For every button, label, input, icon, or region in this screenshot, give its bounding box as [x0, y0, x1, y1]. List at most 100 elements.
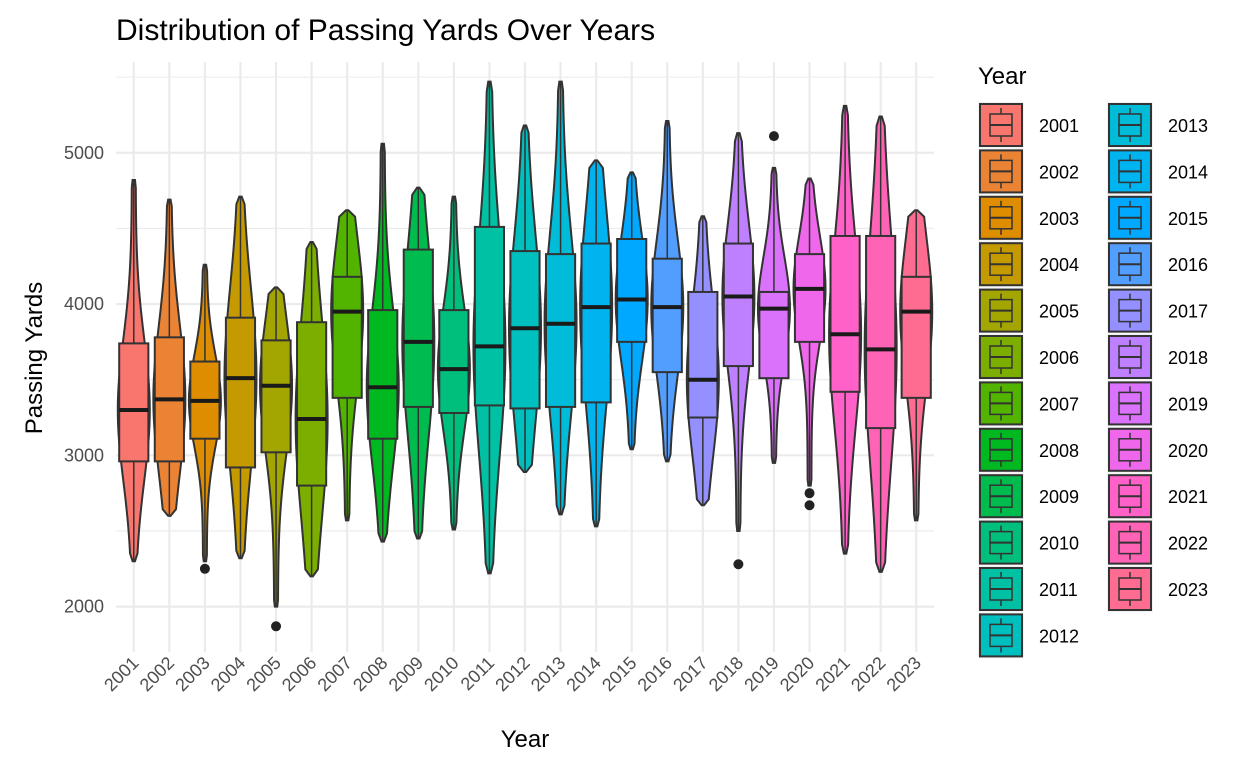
violin-2018	[721, 132, 756, 570]
legend-label: 2010	[1039, 534, 1079, 554]
legend-label: 2013	[1168, 116, 1208, 136]
x-tick-label: 2001	[100, 653, 142, 695]
box	[758, 290, 790, 380]
legend-label: 2007	[1039, 394, 1079, 414]
violin-2012	[507, 124, 543, 473]
legend-item-2021: 2021	[1107, 473, 1208, 520]
box	[438, 309, 470, 414]
outlier-point	[199, 563, 210, 574]
outlier-point	[804, 488, 815, 499]
x-tick-label: 2021	[811, 653, 853, 695]
legend-label: 2012	[1039, 626, 1079, 646]
legend-label: 2003	[1039, 209, 1079, 229]
violin-2013	[543, 80, 578, 516]
chart-title: Distribution of Passing Yards Over Years	[116, 14, 655, 47]
x-tick-label: 2022	[847, 653, 889, 695]
violin-2008	[365, 142, 400, 543]
x-tick-label: 2017	[669, 653, 711, 695]
x-tick-label: 2020	[776, 653, 818, 695]
x-tick-label: 2006	[278, 653, 320, 695]
box	[651, 257, 683, 374]
legend-item-2005: 2005	[978, 287, 1079, 334]
violin-2017	[685, 215, 720, 507]
box	[402, 248, 434, 408]
legend-label: 2018	[1168, 348, 1208, 368]
violin-2016	[650, 120, 685, 463]
y-tick-labels: 2000 3000 4000 5000	[64, 143, 104, 617]
x-tick-label: 2023	[883, 653, 925, 695]
legend-label: 2009	[1039, 487, 1079, 507]
legend-item-2016: 2016	[1107, 241, 1208, 288]
x-tick-label: 2008	[349, 653, 391, 695]
legend-item-2007: 2007	[978, 380, 1079, 427]
legend-label: 2021	[1168, 487, 1208, 507]
x-tick-label: 2018	[705, 653, 747, 695]
legend-item-2006: 2006	[978, 334, 1079, 380]
legend-label: 2005	[1039, 302, 1079, 322]
box	[331, 275, 363, 399]
y-tick-label: 5000	[64, 143, 104, 163]
violin-2011	[472, 80, 507, 575]
x-axis-title: Year	[501, 726, 550, 753]
x-tick-label: 2009	[385, 653, 427, 695]
legend-item-2002: 2002	[978, 148, 1079, 195]
x-tick-label: 2011	[457, 653, 499, 695]
legend-label: 2004	[1039, 255, 1079, 275]
violin-2002	[152, 198, 187, 517]
box	[296, 321, 328, 487]
legend-item-2004: 2004	[978, 241, 1079, 288]
violin-2021	[828, 104, 863, 555]
box	[900, 275, 932, 399]
legend-item-2003: 2003	[978, 194, 1079, 241]
box	[865, 234, 897, 430]
violin-2022	[863, 115, 898, 573]
box	[473, 225, 506, 407]
legend-item-2009: 2009	[978, 473, 1079, 520]
legend-label: 2006	[1039, 348, 1079, 368]
x-tick-label: 2012	[491, 653, 533, 695]
violin-2003	[187, 263, 222, 574]
x-tick-label: 2002	[136, 653, 178, 695]
violin-2010	[436, 195, 471, 531]
legend-item-2017: 2017	[1107, 287, 1208, 334]
legend-item-2023: 2023	[1107, 566, 1208, 612]
outlier-point	[733, 559, 744, 570]
y-axis-title: Passing Yards	[21, 282, 48, 435]
legend-item-2022: 2022	[1107, 519, 1208, 566]
box	[260, 339, 292, 454]
x-tick-label: 2005	[242, 653, 284, 695]
legend-item-2013: 2013	[1107, 102, 1208, 148]
violin-2001	[116, 179, 151, 563]
legend-label: 2020	[1168, 441, 1208, 461]
outlier-point	[804, 500, 815, 511]
legend-item-2008: 2008	[978, 426, 1079, 473]
legend-label: 2019	[1168, 394, 1208, 414]
x-tick-label: 2003	[171, 653, 213, 695]
legend-label: 2002	[1039, 162, 1079, 182]
violin-2004	[223, 195, 258, 560]
x-tick-label: 2007	[314, 653, 356, 695]
outlier-point	[271, 621, 282, 632]
legend-label: 2008	[1039, 441, 1079, 461]
violin-2005	[259, 286, 294, 632]
x-tick-labels: 2001200220032004200520062007200820092010…	[100, 653, 925, 695]
legend-label: 2023	[1168, 580, 1208, 600]
x-tick-label: 2014	[562, 653, 604, 695]
y-tick-label: 2000	[64, 597, 104, 617]
violin-2014	[579, 159, 614, 528]
legend-label: 2016	[1168, 255, 1208, 275]
x-tick-label: 2004	[207, 653, 249, 695]
legend-title: Year	[978, 63, 1027, 90]
x-tick-label: 2010	[420, 653, 462, 695]
box	[544, 253, 577, 408]
box	[793, 253, 826, 343]
box	[687, 290, 719, 419]
box	[367, 309, 399, 440]
legend-item-2018: 2018	[1107, 334, 1208, 380]
legend-item-2012: 2012	[978, 612, 1079, 659]
legend: 2001 2002 2003 2004 2005 2006 2007 2008 2009 2010…	[978, 102, 1208, 659]
violin-2020	[792, 177, 827, 511]
legend-label: 2017	[1168, 302, 1208, 322]
legend-item-2001: 2001	[978, 102, 1079, 148]
